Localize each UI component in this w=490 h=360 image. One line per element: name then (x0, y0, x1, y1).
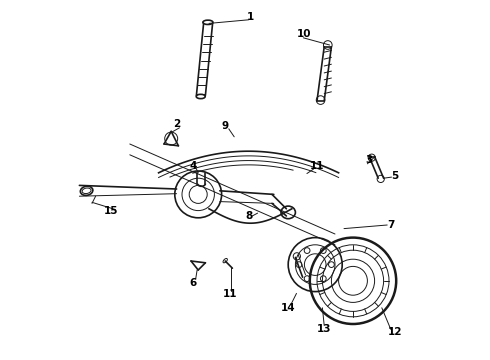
Text: 13: 13 (317, 324, 331, 334)
Text: 10: 10 (297, 29, 312, 39)
Text: 4: 4 (189, 161, 196, 171)
Text: 11: 11 (310, 161, 324, 171)
Text: 1: 1 (247, 12, 254, 22)
Text: 11: 11 (222, 289, 237, 300)
Text: 9: 9 (221, 121, 229, 131)
Text: 8: 8 (245, 211, 252, 221)
Text: 2: 2 (173, 119, 180, 129)
Text: 7: 7 (387, 220, 394, 230)
Text: 15: 15 (104, 206, 118, 216)
Text: 12: 12 (388, 327, 403, 337)
Text: 6: 6 (189, 278, 196, 288)
Text: 3: 3 (366, 155, 373, 165)
Text: 5: 5 (391, 171, 398, 181)
Text: 14: 14 (281, 303, 295, 313)
